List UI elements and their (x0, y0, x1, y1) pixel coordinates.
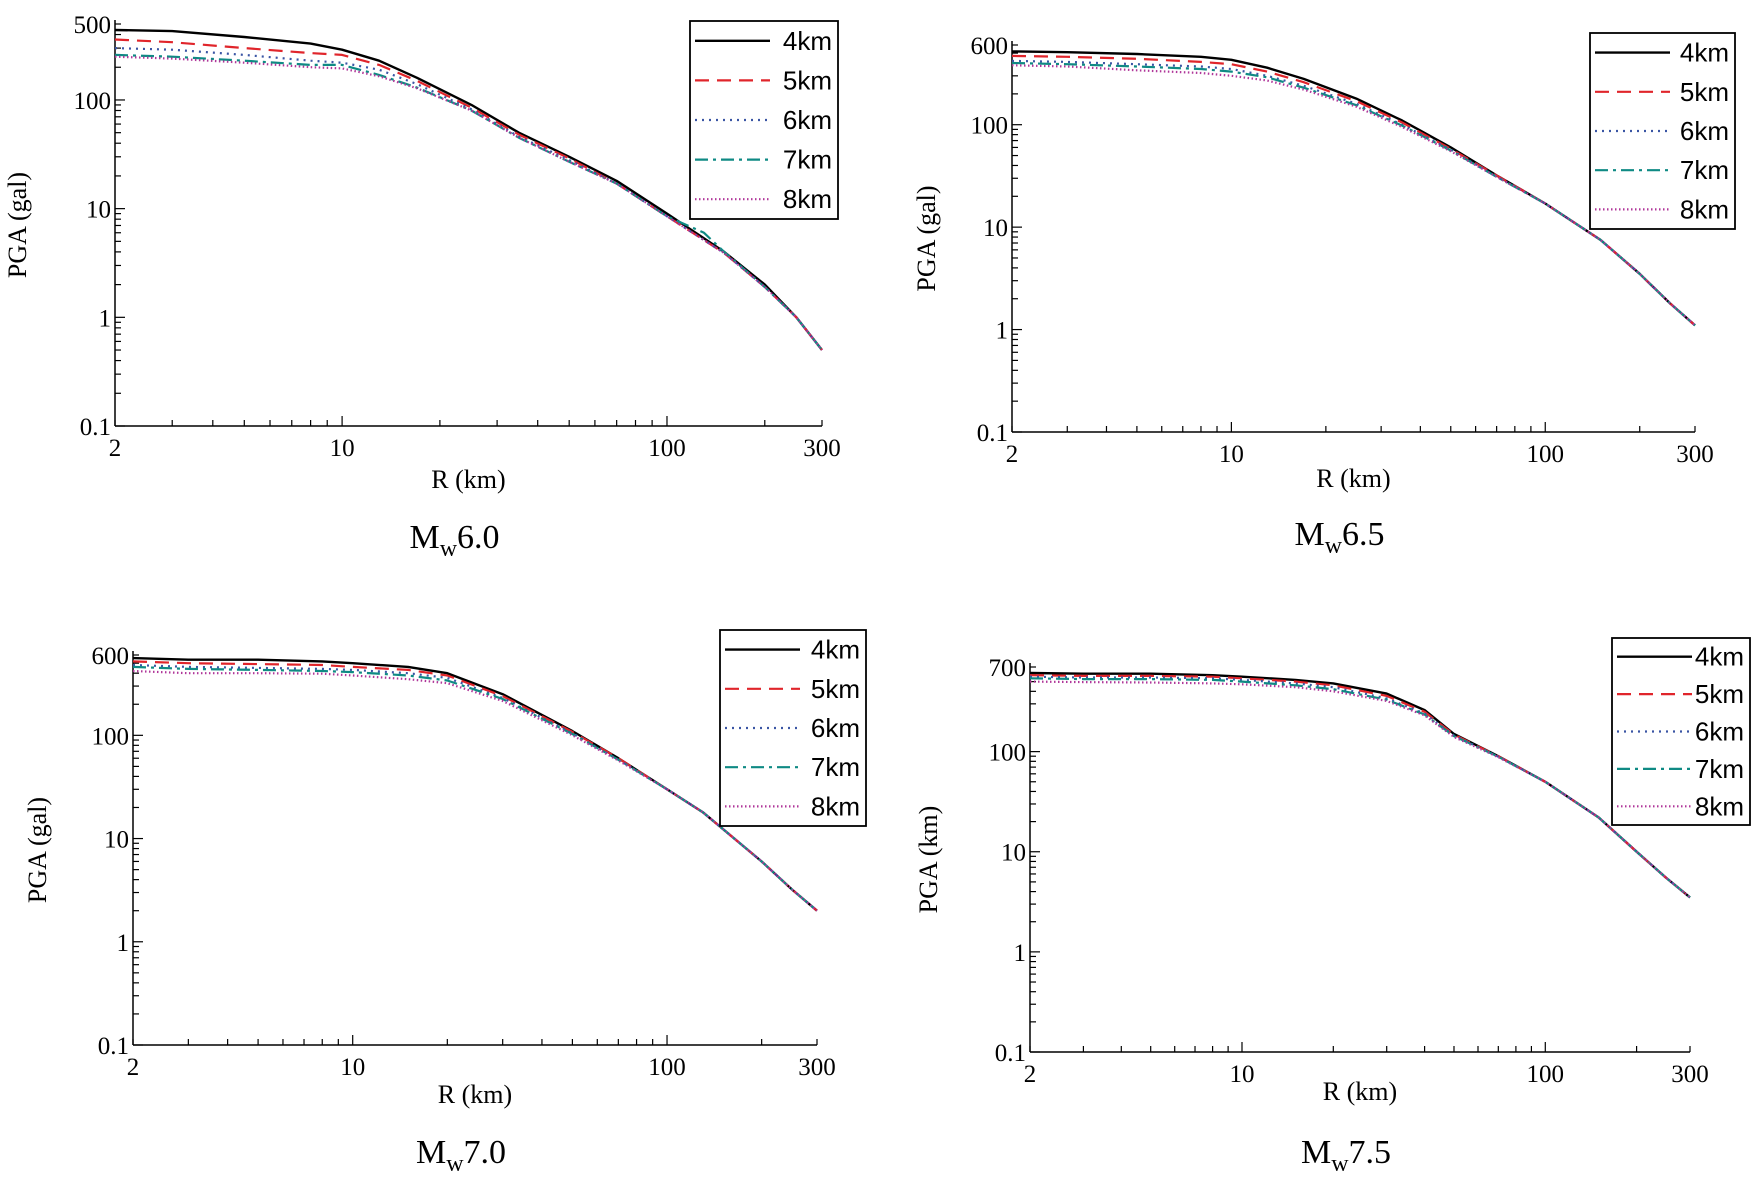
x-tick-label: 100 (648, 1054, 686, 1081)
series-line-6km (132, 663, 818, 912)
y-tick-label: 500 (74, 12, 112, 39)
y-tick-label: 0.1 (98, 1033, 129, 1060)
legend-label: 6km (783, 105, 832, 135)
x-tick-label: 10 (330, 435, 355, 462)
series-line-5km (132, 660, 818, 912)
series-line-7km (1029, 677, 1691, 899)
x-tick-label: 300 (1676, 441, 1714, 468)
series-line-4km (1029, 671, 1691, 899)
legend-label: 8km (783, 184, 832, 214)
legend-label: 4km (811, 635, 860, 665)
y-tick-label: 0.1 (977, 420, 1008, 447)
y-tick-label: 0.1 (995, 1040, 1026, 1067)
legend-label: 5km (811, 674, 860, 704)
series-line-8km (1029, 680, 1691, 899)
legend-label: 4km (1680, 38, 1729, 68)
legend-label: 8km (1680, 194, 1729, 224)
y-tick-label: 10 (983, 215, 1008, 242)
legend-label: 6km (811, 713, 860, 743)
legend: 4km 5km 6km 7km 8km (1589, 32, 1736, 230)
y-axis-label: PGA (km) (914, 806, 943, 914)
x-tick-label: 100 (1527, 1061, 1565, 1088)
series-line-4km (132, 656, 818, 912)
y-tick-label: 1 (99, 305, 112, 332)
y-tick-label: 700 (989, 655, 1027, 682)
x-tick-label: 2 (109, 435, 122, 462)
x-tick-label: 300 (803, 435, 841, 462)
series-line-8km (114, 55, 823, 351)
legend: 4km 5km 6km 7km 8km (689, 20, 839, 220)
x-axis-label: R (km) (431, 465, 505, 494)
series-line-6km (1029, 675, 1691, 899)
legend-label: 6km (1680, 116, 1729, 146)
y-axis-label: PGA (gal) (23, 797, 52, 903)
legend-label: 7km (783, 145, 832, 175)
panel-caption: Mw6.5 (1294, 516, 1384, 559)
y-axis-label: PGA (gal) (3, 172, 32, 278)
x-tick-label: 10 (340, 1054, 365, 1081)
x-tick-label: 300 (798, 1054, 836, 1081)
legend-label: 5km (783, 65, 832, 95)
series-line-7km (114, 53, 823, 351)
legend-label: 7km (1695, 754, 1744, 784)
legend: 4km 5km 6km 7km 8km (1611, 637, 1751, 826)
x-tick-label: 100 (1526, 441, 1564, 468)
series-line-8km (132, 669, 818, 912)
series-line-7km (132, 665, 818, 912)
legend-frame (719, 629, 867, 827)
legend-label: 5km (1680, 77, 1729, 107)
legend-label: 4km (1695, 642, 1744, 672)
series-line-5km (1029, 674, 1691, 899)
legend-frame (689, 20, 839, 220)
panel-caption: Mw7.5 (1301, 1134, 1391, 1177)
x-tick-label: 2 (1006, 441, 1019, 468)
series-line-5km (1011, 54, 1696, 327)
chart-panel: 2 10 100 300 0.1 1 10 100 600 R (km) PGA (gal) 4km 5… (23, 629, 867, 1177)
legend-label: 4km (783, 26, 832, 56)
x-axis-label: R (km) (438, 1080, 512, 1109)
x-tick-label: 10 (1229, 1061, 1254, 1088)
y-tick-label: 100 (971, 113, 1009, 140)
legend: 4km 5km 6km 7km 8km (719, 629, 867, 827)
y-tick-label: 600 (971, 33, 1009, 60)
legend-label: 6km (1695, 717, 1744, 747)
legend-label: 8km (811, 791, 860, 821)
y-tick-label: 100 (74, 88, 112, 115)
y-tick-label: 10 (104, 827, 129, 854)
y-tick-label: 10 (86, 197, 111, 224)
legend-label: 5km (1695, 679, 1744, 709)
x-tick-label: 100 (648, 435, 686, 462)
panel-caption: Mw7.0 (416, 1134, 506, 1177)
y-tick-label: 0.1 (80, 414, 111, 441)
x-axis-label: R (km) (1316, 464, 1390, 493)
y-tick-label: 1 (1014, 940, 1027, 967)
x-tick-label: 300 (1671, 1061, 1709, 1088)
legend-label: 7km (1680, 155, 1729, 185)
x-tick-label: 2 (1024, 1061, 1037, 1088)
y-tick-label: 1 (117, 930, 130, 957)
y-tick-label: 600 (92, 643, 130, 670)
legend-frame (1589, 32, 1736, 230)
y-tick-label: 10 (1001, 840, 1026, 867)
y-tick-label: 1 (996, 318, 1009, 345)
chart-panel: 2 10 100 300 0.1 1 10 100 700 R (km) PGA (km) 4km 5k… (914, 637, 1751, 1177)
x-tick-label: 2 (127, 1054, 140, 1081)
y-axis-label: PGA (gal) (912, 185, 941, 291)
legend-label: 7km (811, 752, 860, 782)
panel-caption: Mw6.0 (409, 519, 499, 562)
legend-label: 8km (1695, 791, 1744, 821)
y-tick-label: 100 (989, 740, 1027, 767)
x-axis-label: R (km) (1323, 1077, 1397, 1106)
series-line-8km (1011, 64, 1696, 327)
y-tick-label: 100 (92, 723, 130, 750)
x-tick-label: 10 (1219, 441, 1244, 468)
chart-panel: 2 10 100 300 0.1 1 10 100 500 R (km) PGA (gal) 4km 5… (3, 12, 841, 562)
chart-panel: 2 10 100 300 0.1 1 10 100 600 R (km) PGA (gal) 4km 5… (912, 32, 1736, 559)
